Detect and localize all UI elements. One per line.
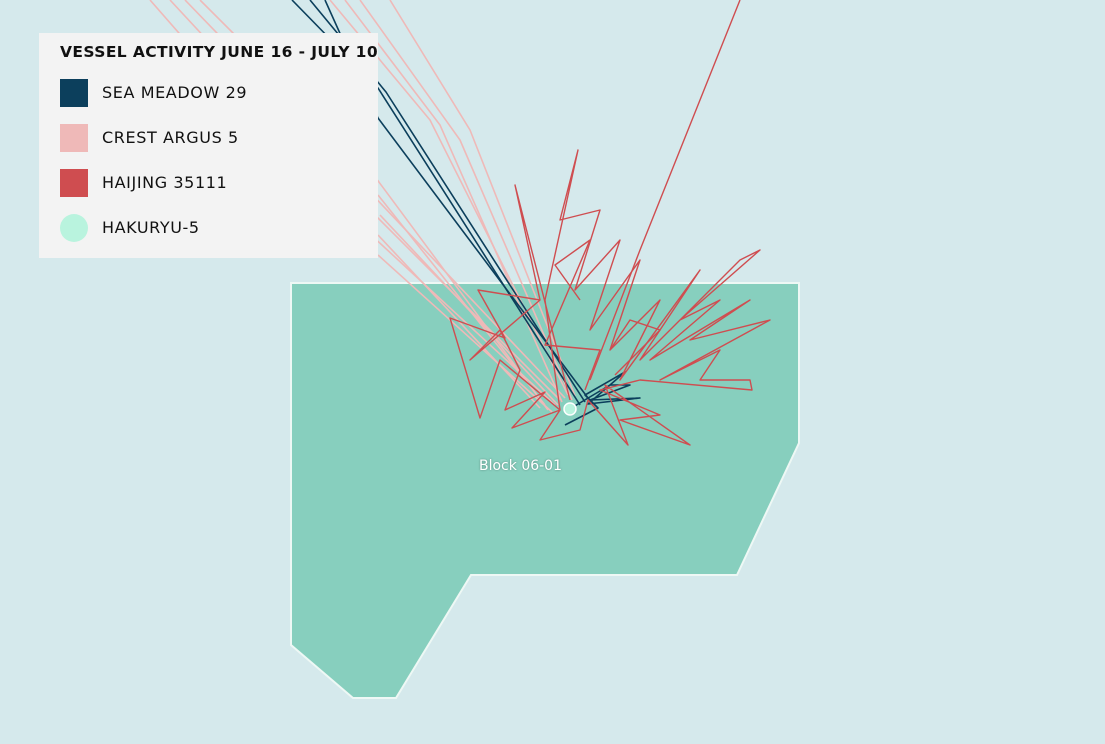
square-icon xyxy=(60,168,88,197)
track-haijing-35111 xyxy=(449,0,771,446)
hakuryu-5-rig-marker[interactable] xyxy=(563,402,577,416)
block-label: Block 06-01 xyxy=(479,458,562,474)
block-06-01-area[interactable] xyxy=(290,282,800,699)
square-icon xyxy=(60,78,88,107)
legend-title: VESSEL ACTIVITY JUNE 16 - JULY 10 xyxy=(60,43,379,61)
legend-label: HAIJING 35111 xyxy=(102,173,228,192)
legend-item-sea-meadow-29[interactable]: SEA MEADOW 29 xyxy=(60,78,378,107)
legend-item-hakuryu-5[interactable]: HAKURYU-5 xyxy=(60,213,378,242)
circle-icon xyxy=(60,213,88,242)
square-icon xyxy=(60,123,88,152)
legend-item-haijing-35111[interactable]: HAIJING 35111 xyxy=(60,168,378,197)
legend-item-crest-argus-5[interactable]: CREST ARGUS 5 xyxy=(60,123,378,152)
legend-label: HAKURYU-5 xyxy=(102,218,200,237)
legend-label: CREST ARGUS 5 xyxy=(102,128,239,147)
legend-label: SEA MEADOW 29 xyxy=(102,83,248,102)
legend-panel: VESSEL ACTIVITY JUNE 16 - JULY 10 SEA ME… xyxy=(39,33,378,258)
